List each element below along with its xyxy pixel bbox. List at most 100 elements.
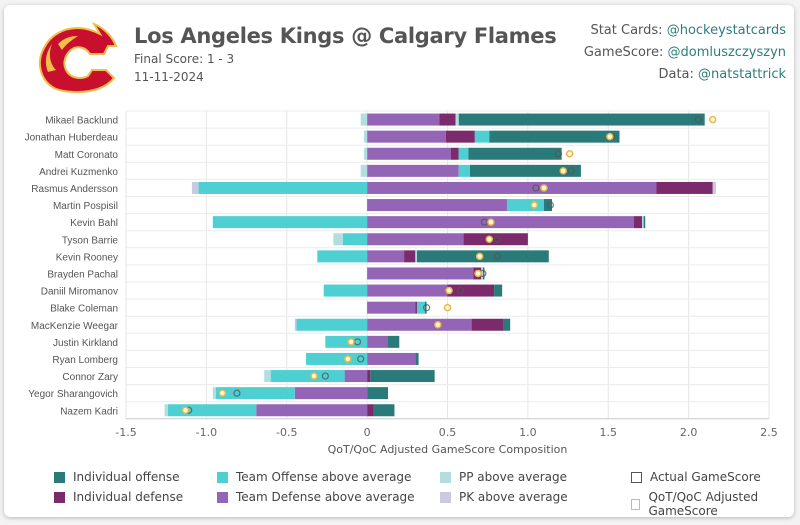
bar-segment-team-defense (256, 404, 368, 417)
legend-item-team-offense[interactable]: Team Offense above average (217, 470, 411, 484)
bar-segment-pp (363, 130, 368, 143)
x-tick-label: 1.5 (600, 426, 618, 439)
bar-segment-team-defense (367, 147, 451, 160)
legend-label: Individual defense (73, 490, 184, 504)
player-label: Kevin Bahl (70, 218, 118, 229)
actual-gamescore-marker (532, 184, 540, 192)
credit-stat-cards: Stat Cards: @hockeystatcards (590, 23, 786, 38)
bar-segment-team-offense (458, 147, 469, 160)
adjusted-gamescore-marker (443, 303, 452, 312)
bar-segment-individual-defense (445, 130, 475, 143)
bar-segment-team-offense (506, 199, 544, 212)
player-label: Connor Zary (62, 372, 118, 383)
adjusted-gamescore-marker (475, 252, 484, 261)
bar-segment-team-offense (317, 250, 368, 263)
bar-segment-team-defense (367, 216, 634, 229)
legend-label: QoT/QoC Adjusted GameScore (648, 490, 759, 518)
credit-link[interactable]: @natstattrick (698, 67, 786, 82)
x-tick-label: 0.5 (439, 426, 457, 439)
actual-gamescore-marker (493, 252, 501, 260)
player-label: Brayden Pachal (47, 269, 118, 280)
bar-segment-team-offense (343, 233, 368, 246)
adjusted-gamescore-marker (434, 321, 442, 329)
bar-segment-individual-defense (656, 181, 713, 194)
bar-segment-individual-offense (458, 113, 705, 126)
bar-segment-team-offense (416, 301, 425, 314)
calgary-flames-logo (38, 22, 118, 94)
bar-segment-individual-offense (415, 352, 419, 365)
bar-segment-team-offense (323, 284, 368, 297)
bar-segment-team-defense (367, 284, 448, 297)
game-title: Los Angeles Kings @ Calgary Flames (134, 24, 557, 48)
legend-item-team-defense[interactable]: Team Defense above average (217, 490, 415, 504)
bar-segment-individual-defense (415, 301, 417, 314)
x-tick-label: 0 (364, 426, 371, 439)
actual-gamescore-marker (694, 115, 702, 124)
bar-segment-team-offense (270, 370, 345, 383)
player-label: Rasmus Andersson (31, 184, 118, 195)
x-axis-label: QoT/QoC Adjusted GameScore Composition (328, 443, 568, 456)
player-label: Blake Coleman (50, 304, 118, 315)
legend-item-adjusted[interactable]: QoT/QoC Adjusted GameScore (631, 490, 800, 518)
x-tick-label: 2.0 (680, 426, 698, 439)
bar-segment-individual-offense (482, 267, 485, 280)
actual-gamescore-marker (554, 150, 563, 158)
credit-link[interactable]: @domluszczyszyn (667, 45, 786, 60)
bar-segment-pp (415, 250, 417, 263)
bar-segment-team-defense (367, 199, 507, 212)
adjusted-gamescore-marker (708, 115, 717, 124)
adjusted-gamescore-marker (559, 167, 567, 175)
bar-segment-pk (191, 181, 199, 194)
bar-segment-individual-offense (370, 370, 435, 383)
x-tick-label: 2.5 (760, 426, 778, 439)
bar-segment-individual-defense (633, 216, 643, 229)
bar-segment-pp (264, 370, 271, 383)
legend-item-actual[interactable]: Actual GameScore (631, 470, 761, 484)
credit-link[interactable]: @hockeystatcards (666, 23, 786, 38)
legend-label: Individual offense (73, 470, 180, 484)
bar-segment-individual-offense (643, 216, 646, 229)
bar-segment-pp (360, 164, 368, 177)
legend-label: Team Offense above average (236, 470, 412, 484)
bar-segment-team-offense (212, 216, 368, 229)
bar-segment-individual-defense (450, 147, 459, 160)
adjusted-gamescore-marker (565, 150, 574, 158)
actual-gamescore-marker (493, 235, 501, 243)
adjusted-gamescore-marker (485, 235, 494, 243)
bar-segment-individual-offense (468, 147, 562, 160)
player-label: Jonathan Huberdeau (25, 133, 118, 144)
actual-gamescore-marker (423, 304, 431, 312)
actual-gamescore-marker (321, 372, 329, 380)
bar-segment-individual-offense (367, 387, 389, 400)
actual-gamescore-marker (357, 355, 365, 363)
legend-item-individual-defense[interactable]: Individual defense (54, 490, 183, 504)
bar-segment-team-defense (367, 233, 464, 246)
bar-segment-individual-offense (388, 335, 400, 348)
adjusted-gamescore-marker (474, 269, 482, 278)
player-label: Daniil Miromanov (41, 287, 118, 298)
adjusted-gamescore-marker (530, 201, 539, 209)
bar-segment-team-offense (296, 318, 368, 331)
legend-item-individual-offense[interactable]: Individual offense (54, 470, 180, 484)
legend-swatch (54, 471, 65, 483)
credit-data: Data: @natstattrick (658, 67, 786, 82)
legend-swatch (217, 491, 228, 503)
bar-segment-individual-offense (503, 318, 511, 331)
bar-segment-individual-offense (373, 404, 395, 417)
legend-item-pp[interactable]: PP above average (440, 470, 567, 484)
actual-gamescore-marker (567, 167, 575, 175)
bar-segment-pp (481, 267, 483, 280)
bar-segment-team-defense (367, 250, 405, 263)
adjusted-gamescore-marker (310, 372, 318, 380)
bar-segment-team-defense (367, 335, 389, 348)
legend-label: PP above average (459, 470, 568, 484)
bar-segment-pp (333, 233, 344, 246)
legend-swatch (440, 491, 451, 503)
legend-label: Team Defense above average (236, 490, 415, 504)
bar-segment-pp (212, 387, 217, 400)
legend-item-pk[interactable]: PK above average (440, 490, 568, 504)
bar-segment-individual-defense (404, 250, 416, 263)
bar-segment-team-offense (474, 130, 490, 143)
adjusted-gamescore-marker (181, 406, 190, 414)
bar-segment-team-offense (167, 404, 257, 417)
